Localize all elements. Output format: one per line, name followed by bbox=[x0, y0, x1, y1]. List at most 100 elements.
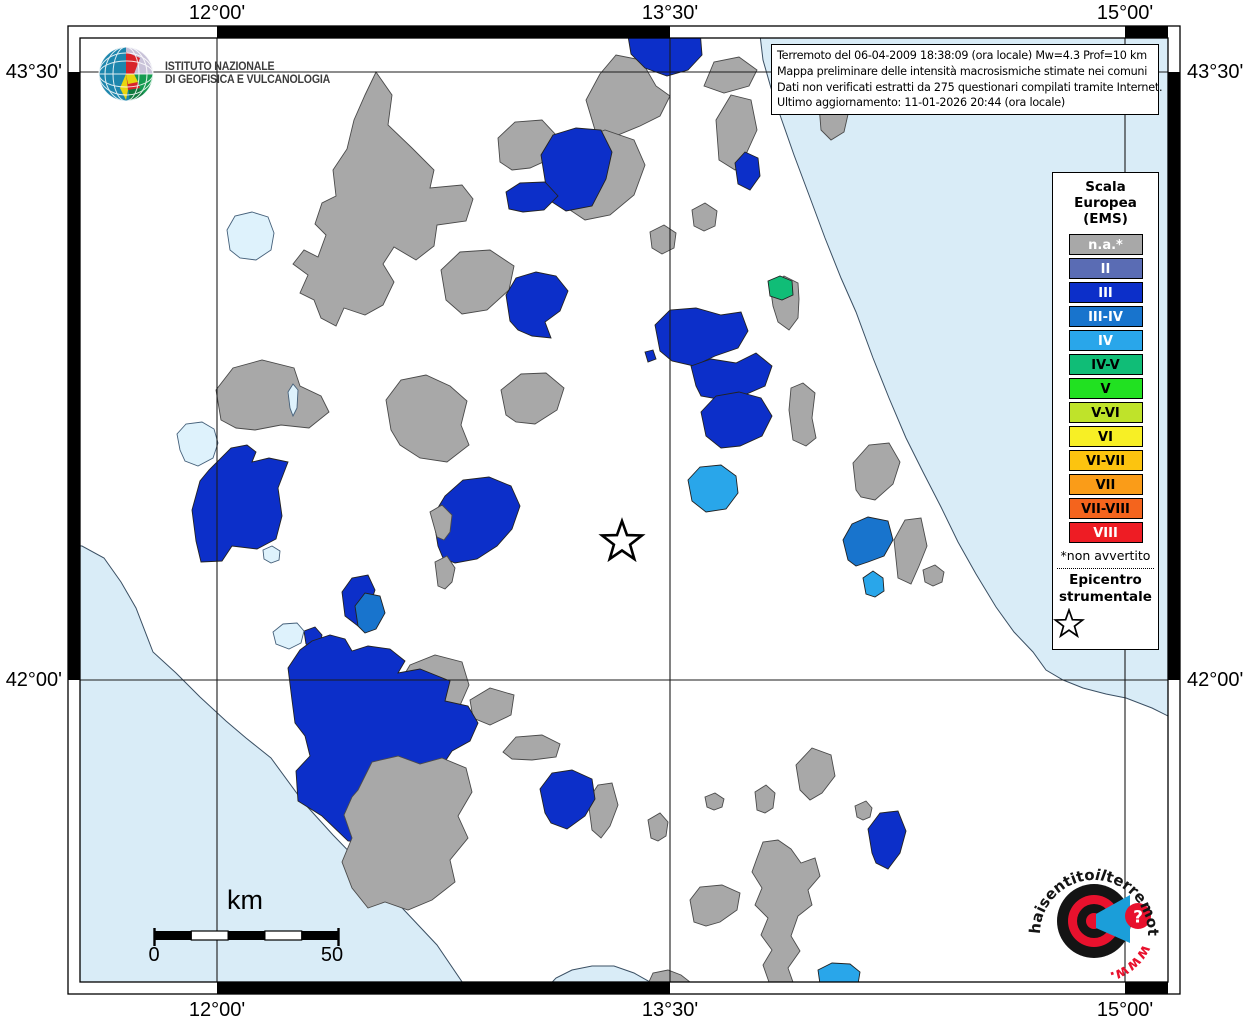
municipalities-intensity-iv bbox=[687, 464, 885, 982]
tyrrhenian-sea-bay bbox=[551, 965, 651, 982]
legend-item-na: n.a.* bbox=[1068, 234, 1143, 255]
municipality bbox=[354, 592, 386, 634]
municipality bbox=[432, 476, 521, 564]
municipality bbox=[893, 517, 928, 585]
legend-epicenter-line: Epicentro bbox=[1069, 572, 1142, 588]
municipality bbox=[539, 769, 596, 830]
municipality bbox=[817, 962, 861, 982]
legend-item-v-vi: V-VI bbox=[1068, 402, 1143, 423]
municipality bbox=[852, 442, 901, 501]
axis-label-bottom-1330: 13°30' bbox=[641, 999, 699, 1021]
legend-title-line: Scala bbox=[1085, 179, 1126, 195]
municipality bbox=[627, 38, 703, 77]
axis-label-left-42: 42°00' bbox=[5, 669, 62, 691]
axis-label-right-4330: 43°30' bbox=[1187, 61, 1244, 83]
legend-epicenter-label: Epicentro strumentale bbox=[1053, 572, 1158, 605]
municipality bbox=[795, 747, 836, 801]
municipality bbox=[647, 812, 669, 842]
legend-item-iv-v: IV-V bbox=[1068, 354, 1143, 375]
legend-item-vii-viii: VII-VIII bbox=[1068, 498, 1143, 519]
lake-albano bbox=[272, 622, 305, 650]
title-line-map: Mappa preliminare delle intensità macros… bbox=[777, 64, 1148, 78]
municipality bbox=[700, 391, 773, 449]
title-line-update: Ultimo aggiornamento: 11-01-2026 20:44 (… bbox=[777, 96, 1066, 110]
epicenter-star-icon bbox=[598, 517, 646, 563]
municipality bbox=[690, 352, 773, 400]
ingv-logo-text: ISTITUTO NAZIONALE DI GEOFISICA E VULCAN… bbox=[165, 61, 330, 88]
municipality bbox=[867, 810, 907, 870]
legend-item-iii-iv: III-IV bbox=[1068, 306, 1143, 327]
municipality bbox=[854, 800, 873, 821]
legend-title-line: (EMS) bbox=[1083, 211, 1128, 227]
municipality bbox=[754, 784, 776, 814]
municipality bbox=[434, 555, 456, 590]
legend-epicenter-line: strumentale bbox=[1059, 588, 1152, 605]
legend-footnote: *non avvertito bbox=[1060, 548, 1151, 563]
municipality bbox=[862, 570, 885, 598]
municipality bbox=[191, 444, 289, 563]
axis-label-left-4330: 43°30' bbox=[5, 61, 62, 83]
watermark-il: il bbox=[1095, 866, 1109, 885]
axis-label-top-12: 12°00' bbox=[188, 2, 246, 24]
map-frame bbox=[67, 25, 1181, 995]
municipality bbox=[691, 202, 718, 232]
municipality bbox=[788, 382, 817, 447]
ingv-line-1: ISTITUTO NAZIONALE bbox=[165, 60, 275, 73]
municipality bbox=[215, 359, 330, 431]
legend-item-iv: IV bbox=[1068, 330, 1143, 351]
legend-epicenter-star-icon bbox=[1053, 608, 1085, 639]
ingv-line-2: DI GEOFISICA E VULCANOLOGIA bbox=[165, 74, 331, 86]
municipality bbox=[704, 792, 725, 811]
scale-bar bbox=[153, 928, 340, 946]
megaphone-icon bbox=[1096, 895, 1130, 943]
scale-bar-unit: km bbox=[227, 885, 263, 915]
title-line-event: Terremoto del 06-04-2009 18:38:09 (ora l… bbox=[777, 49, 1147, 62]
municipality bbox=[687, 464, 739, 513]
municipality bbox=[644, 349, 657, 363]
legend-item-vi: VI bbox=[1068, 426, 1143, 447]
ingv-logo: ISTITUTO NAZIONALE DI GEOFISICA E VULCAN… bbox=[96, 44, 344, 104]
legend-item-vii: VII bbox=[1068, 474, 1143, 495]
municipality bbox=[654, 307, 749, 367]
legend-title-line: Europea bbox=[1074, 195, 1137, 211]
municipality bbox=[502, 734, 561, 761]
municipality bbox=[440, 249, 515, 315]
ingv-globe-icon bbox=[98, 46, 154, 102]
legend: Scala Europea (EMS) n.a.* II III III-IV … bbox=[1052, 172, 1159, 650]
municipalities-intensity-iv-v bbox=[767, 275, 794, 301]
axis-label-top-1330: 13°30' bbox=[641, 2, 699, 24]
municipality bbox=[751, 839, 821, 982]
watermark-tld: .it bbox=[1018, 848, 1022, 852]
municipality bbox=[505, 271, 569, 339]
title-line-data: Dati non verificati estratti da 275 ques… bbox=[777, 80, 1163, 94]
scale-bar-start: 0 bbox=[148, 944, 160, 966]
axis-label-right-42: 42°00' bbox=[1187, 669, 1244, 691]
svg-text:?: ? bbox=[1133, 908, 1143, 928]
legend-item-iii: III bbox=[1068, 282, 1143, 303]
legend-divider bbox=[1057, 568, 1154, 569]
municipality bbox=[689, 884, 741, 927]
municipality bbox=[842, 516, 894, 567]
municipality bbox=[429, 504, 453, 541]
municipalities-intensity-iii bbox=[191, 38, 907, 870]
axis-label-top-15: 15°00' bbox=[1096, 2, 1154, 24]
municipality bbox=[505, 181, 559, 213]
municipality bbox=[767, 275, 794, 301]
municipality bbox=[585, 54, 671, 136]
municipality bbox=[922, 564, 945, 587]
municipality bbox=[292, 71, 474, 327]
legend-item-v: V bbox=[1068, 378, 1143, 399]
lakes bbox=[176, 211, 305, 650]
municipalities-intensity-iii-iv bbox=[354, 516, 894, 634]
lake-vico bbox=[287, 383, 299, 418]
municipality bbox=[385, 374, 470, 463]
municipality bbox=[703, 56, 758, 94]
axis-label-bottom-12: 12°00' bbox=[188, 999, 246, 1021]
municipality bbox=[734, 151, 761, 191]
municipality bbox=[341, 755, 473, 911]
municipality bbox=[540, 127, 613, 212]
legend-item-ii: II bbox=[1068, 258, 1143, 279]
lake-bolsena bbox=[226, 211, 275, 261]
